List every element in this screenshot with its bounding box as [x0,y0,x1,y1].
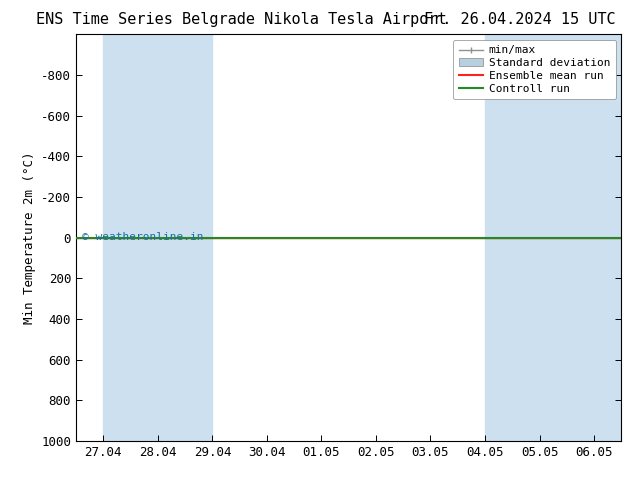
Text: © weatheronline.in: © weatheronline.in [82,232,203,242]
Bar [158,34,212,441]
Bar [485,34,540,441]
Bar [103,34,158,441]
Bar [540,34,594,441]
Bar [594,34,621,441]
Text: Fr. 26.04.2024 15 UTC: Fr. 26.04.2024 15 UTC [424,12,616,27]
Text: ENS Time Series Belgrade Nikola Tesla Airport: ENS Time Series Belgrade Nikola Tesla Ai… [36,12,446,27]
Y-axis label: Min Temperature 2m (°C): Min Temperature 2m (°C) [23,151,36,324]
Legend: min/max, Standard deviation, Ensemble mean run, Controll run: min/max, Standard deviation, Ensemble me… [453,40,616,99]
